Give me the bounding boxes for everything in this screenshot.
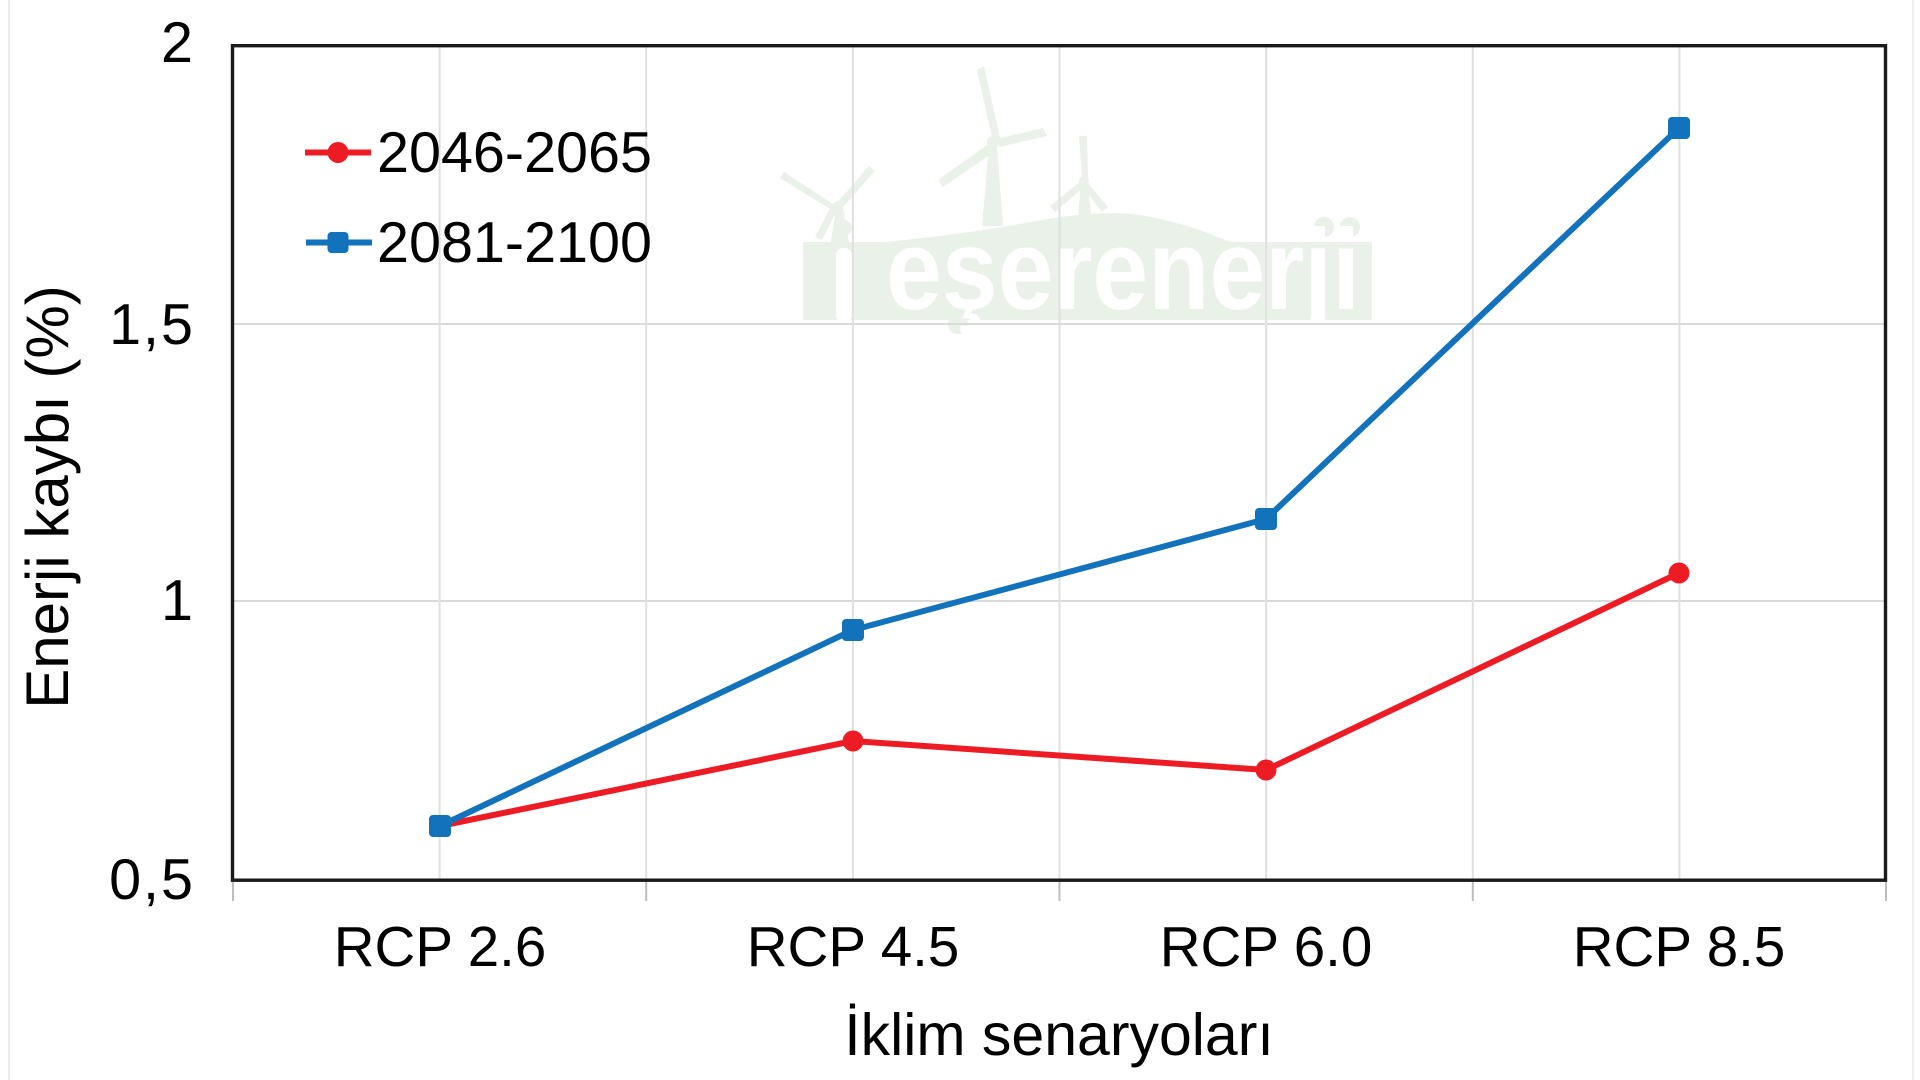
svg-text:RCP 6.0: RCP 6.0 <box>1160 915 1373 978</box>
svg-text:1: 1 <box>161 569 195 633</box>
svg-text:RCP 8.5: RCP 8.5 <box>1573 915 1786 978</box>
svg-text:2081-2100: 2081-2100 <box>377 211 652 275</box>
svg-text:1,5: 1,5 <box>109 293 195 357</box>
svg-text:RCP 4.5: RCP 4.5 <box>747 915 960 978</box>
svg-text:2046-2065: 2046-2065 <box>377 121 652 185</box>
svg-text:RCP 2.6: RCP 2.6 <box>334 915 547 978</box>
svg-text:eşerenerji: eşerenerji <box>886 207 1360 334</box>
svg-text:Enerji kaybı (%): Enerji kaybı (%) <box>14 285 81 708</box>
svg-text:0,5: 0,5 <box>109 848 195 912</box>
svg-text:İklim senaryoları: İklim senaryoları <box>844 1002 1274 1068</box>
svg-text:2: 2 <box>161 11 195 75</box>
